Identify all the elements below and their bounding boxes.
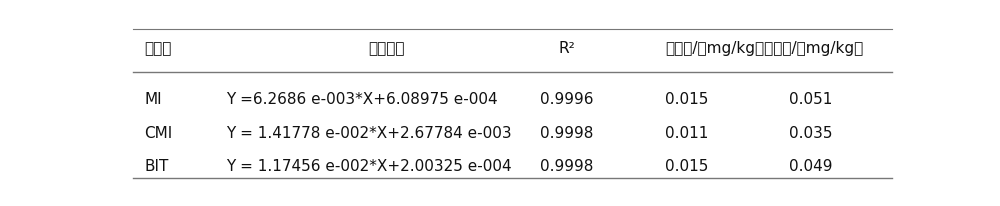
Text: BIT: BIT (144, 158, 169, 173)
Text: Y = 1.17456 e-002*X+2.00325 e-004: Y = 1.17456 e-002*X+2.00325 e-004 (226, 158, 511, 173)
Text: 0.011: 0.011 (665, 125, 709, 140)
Text: 化合物: 化合物 (144, 41, 172, 56)
Text: Y = 1.41778 e-002*X+2.67784 e-003: Y = 1.41778 e-002*X+2.67784 e-003 (226, 125, 511, 140)
Text: 0.035: 0.035 (789, 125, 833, 140)
Text: 0.9998: 0.9998 (540, 125, 593, 140)
Text: 0.9998: 0.9998 (540, 158, 593, 173)
Text: 0.015: 0.015 (665, 158, 709, 173)
Text: 检出限/（mg/kg）定量限/（mg/kg）: 检出限/（mg/kg）定量限/（mg/kg） (665, 41, 864, 56)
Text: Y =6.2686 e-003*X+6.08975 e-004: Y =6.2686 e-003*X+6.08975 e-004 (226, 92, 497, 107)
Text: 0.051: 0.051 (789, 92, 833, 107)
Text: 0.9996: 0.9996 (540, 92, 594, 107)
Text: 0.015: 0.015 (665, 92, 709, 107)
Text: 0.049: 0.049 (789, 158, 833, 173)
Text: R²: R² (558, 41, 575, 56)
Text: 回归方程: 回归方程 (368, 41, 405, 56)
Text: MI: MI (144, 92, 162, 107)
Text: CMI: CMI (144, 125, 173, 140)
